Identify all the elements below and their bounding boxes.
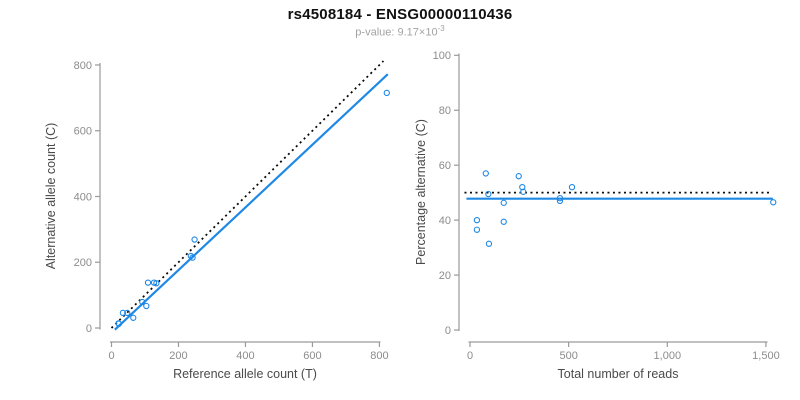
y-axis-title: Alternative allele count (C) (44, 123, 58, 270)
x-tick-label: 400 (236, 350, 254, 362)
p-value-subtitle: p-value: 9.17×10-3 (0, 24, 800, 39)
x-tick-label: 600 (303, 350, 321, 362)
data-point (515, 173, 522, 180)
data-point (383, 89, 390, 97)
data-point (144, 279, 152, 286)
data-point (568, 184, 576, 191)
data-point (130, 314, 137, 321)
y-tick-label: 40 (439, 215, 451, 227)
x-axis-title: Total number of reads (558, 367, 679, 381)
data-point (520, 188, 527, 195)
data-point (473, 216, 481, 224)
y-tick-label: 60 (439, 160, 451, 172)
data-point (473, 226, 481, 233)
data-point (482, 170, 489, 177)
x-tick-label: 800 (370, 350, 388, 362)
data-point (119, 309, 127, 317)
left-plot: 0 200 400 600 800 0 200 400 600 800 Reference alle… (44, 60, 390, 381)
p-value-exponent: -3 (437, 24, 445, 33)
y-tick-label: 100 (433, 50, 451, 62)
data-point (124, 309, 131, 317)
data-point (153, 280, 160, 287)
fit-line (114, 73, 389, 331)
data-point (500, 218, 507, 225)
y-tick-label: 200 (74, 257, 92, 269)
p-value-mantissa: 9.17×10 (397, 26, 438, 39)
y-tick-label: 800 (74, 60, 92, 72)
x-tick-label: 200 (169, 350, 187, 362)
data-point (485, 190, 492, 198)
x-tick-label: 0 (108, 350, 114, 362)
y-tick-label: 0 (445, 325, 451, 337)
y-tick-label: 0 (86, 323, 92, 335)
data-point (556, 197, 564, 205)
data-point (556, 194, 564, 202)
y-tick-label: 400 (74, 191, 92, 203)
y-axis-title: Percentage alternative (C) (414, 119, 428, 265)
data-point (143, 302, 150, 310)
data-point (770, 199, 777, 206)
data-point (189, 254, 196, 261)
data-point (115, 320, 123, 327)
x-tick-label: 0 (467, 350, 473, 362)
data-point (191, 236, 198, 243)
y-tick-label: 80 (439, 105, 451, 117)
x-tick-label: 1,000 (654, 350, 682, 362)
p-value-label: p-value: (355, 26, 398, 39)
identity-line (110, 60, 385, 329)
y-tick-label: 20 (439, 270, 451, 282)
x-axis-title: Reference allele count (T) (173, 367, 317, 381)
y-tick-label: 600 (74, 126, 92, 138)
data-point (187, 252, 195, 260)
data-point (485, 240, 493, 247)
chart-title: rs4508184 - ENSG00000110436 (287, 6, 513, 23)
x-tick-label: 1,500 (752, 350, 780, 362)
data-point (139, 298, 146, 306)
right-plot: 0 20 40 60 80 100 0 500 1,000 1,500 Total number o… (414, 50, 780, 381)
data-point (500, 199, 507, 206)
x-tick-label: 500 (559, 350, 577, 362)
